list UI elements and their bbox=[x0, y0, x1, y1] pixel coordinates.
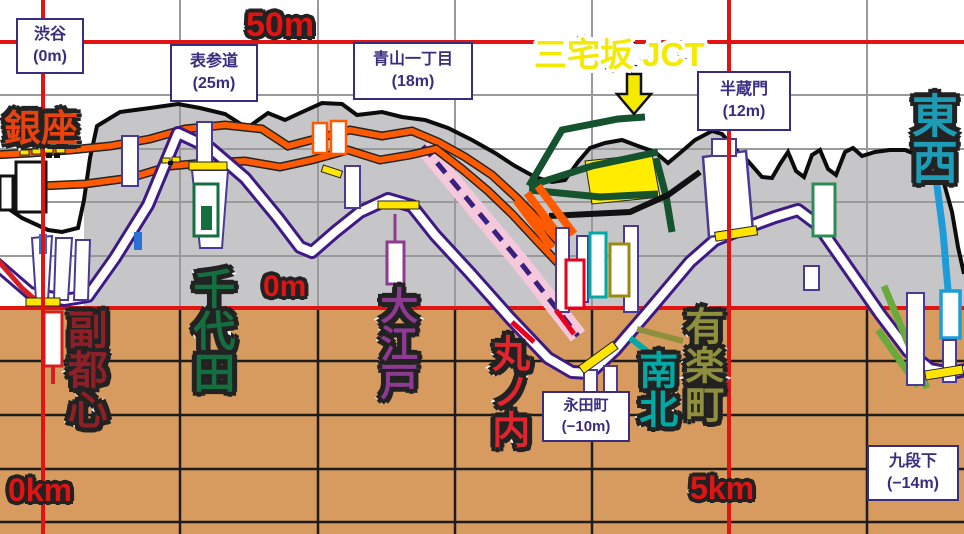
station-name: 表参道 bbox=[189, 53, 238, 71]
elevation-label-50m: 50m bbox=[243, 3, 317, 47]
line-label-ginza: 銀座 bbox=[1, 105, 82, 153]
station-name: 半蔵門 bbox=[719, 81, 768, 99]
station-name: 青山一丁目 bbox=[372, 51, 453, 69]
line-label-chiyoda: 千代田 bbox=[184, 264, 238, 397]
line-label-namboku: 南北 bbox=[630, 347, 680, 432]
distance-label-0km: 0km bbox=[5, 469, 75, 511]
station-elevation: (12m) bbox=[722, 103, 766, 120]
elevation-label-0m: 0m bbox=[260, 267, 309, 306]
distance-label-5km: 5km bbox=[687, 467, 757, 509]
station-box-omotesando: 表参道 (25m) bbox=[170, 44, 258, 102]
station-box-nagatacho: 永田町 (−10m) bbox=[542, 391, 630, 442]
station-elevation: (−10m) bbox=[561, 417, 611, 435]
elevation-red-lines bbox=[0, 40, 964, 310]
station-box-aoyama-itchome: 青山一丁目 (18m) bbox=[353, 42, 473, 100]
station-elevation: (0m) bbox=[33, 48, 67, 65]
line-label-tozai: 東西 bbox=[902, 89, 961, 188]
station-name: 渋谷 bbox=[33, 26, 66, 44]
jct-arrow-icon bbox=[614, 72, 654, 116]
line-label-oedo: 大江戸 bbox=[370, 283, 419, 404]
offset-tunnel-dashed-line bbox=[421, 144, 580, 338]
underground-below-sea-level bbox=[0, 308, 964, 534]
station-name: 九段下 bbox=[888, 453, 937, 471]
station-name: 永田町 bbox=[563, 397, 609, 415]
station-elevation: (18m) bbox=[391, 73, 435, 90]
station-box-shibuya: 渋谷 (0m) bbox=[16, 18, 84, 74]
station-box-hanzomon: 半蔵門 (12m) bbox=[697, 71, 791, 131]
line-label-yurakucho: 有楽町 bbox=[676, 303, 726, 427]
jct-label: 三宅坂 JCT bbox=[532, 34, 708, 76]
terrain-profile-line bbox=[0, 100, 964, 275]
station-box-kudanshita: 九段下 (−14m) bbox=[867, 445, 959, 501]
station-elevation: (25m) bbox=[192, 75, 236, 92]
station-elevation: (−14m) bbox=[886, 475, 940, 492]
road-tunnel-line bbox=[548, 169, 702, 219]
line-label-marunouchi: 丸ノ内 bbox=[482, 331, 531, 452]
line-label-fukutoshin: 副都心 bbox=[58, 306, 109, 433]
